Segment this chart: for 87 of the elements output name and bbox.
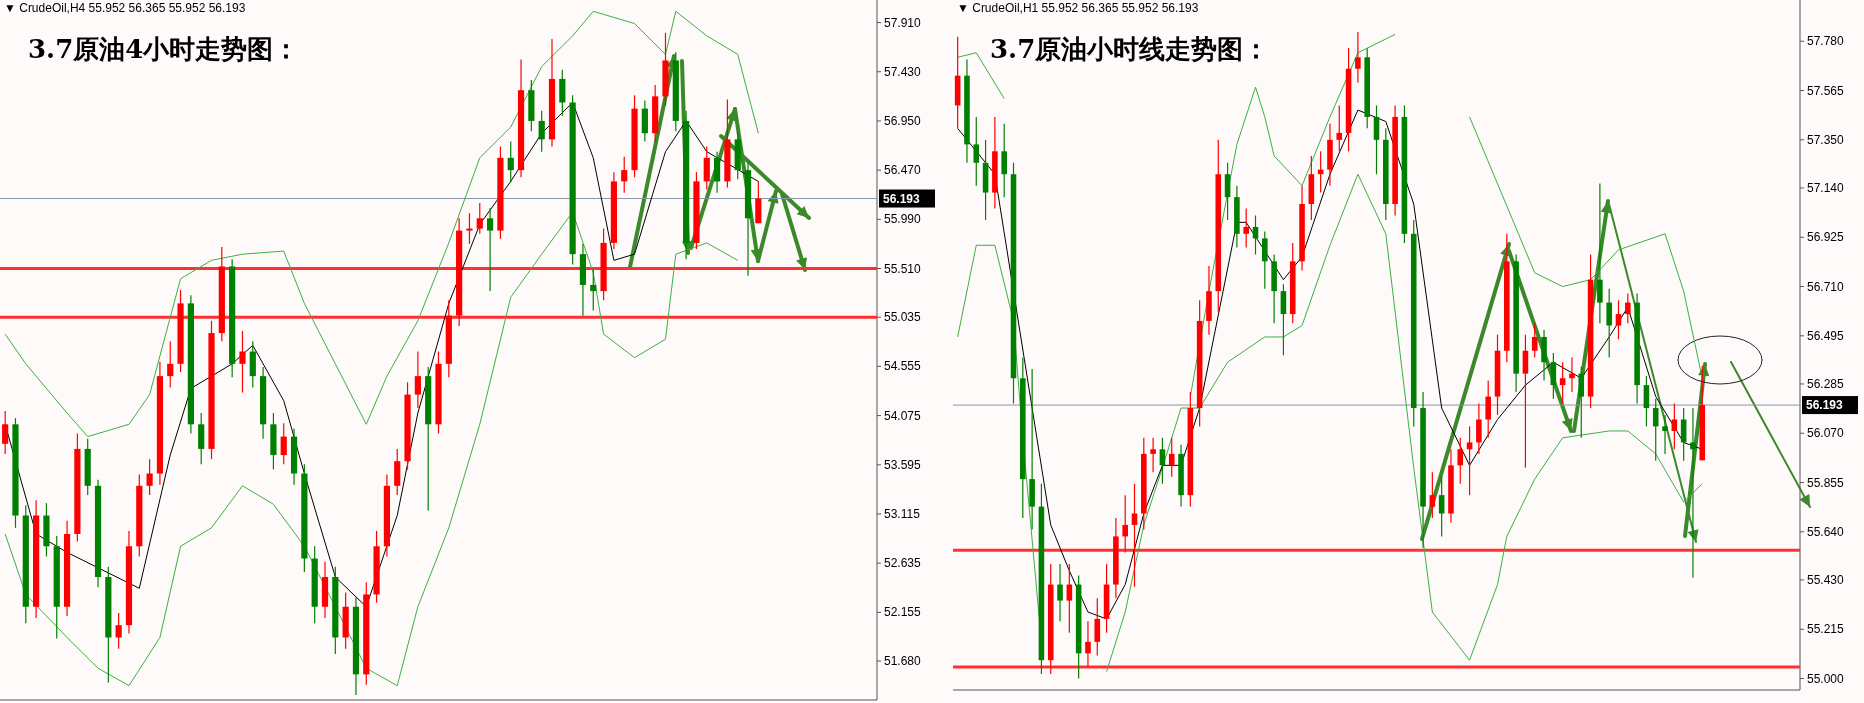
chart-subtitle: ▼ CrudeOil,H4 55.952 56.365 55.952 56.193 <box>4 1 246 15</box>
candlestick <box>1150 437 1156 473</box>
candlestick <box>1550 352 1557 400</box>
candlestick <box>1485 379 1491 439</box>
candlestick <box>1690 407 1696 579</box>
candlestick <box>1280 283 1287 356</box>
y-tick-label: 52.635 <box>884 556 922 571</box>
y-tick-label: 57.140 <box>1807 180 1845 195</box>
candlestick <box>1662 414 1668 455</box>
y-tick-label: 53.115 <box>884 506 921 521</box>
candlestick <box>1578 366 1585 439</box>
y-tick-label: 55.640 <box>1807 524 1845 539</box>
candlestick <box>1085 620 1091 668</box>
y-tick-label: 56.925 <box>1807 230 1845 245</box>
candlestick <box>1243 208 1249 249</box>
y-tick-label: 55.510 <box>884 261 922 276</box>
chart-subtitle: ▼ CrudeOil,H1 55.952 56.365 55.952 56.193 <box>957 1 1199 15</box>
candlestick <box>1597 182 1603 324</box>
candlestick <box>115 612 122 650</box>
candlestick <box>1373 104 1380 175</box>
y-tick-label: 55.855 <box>1807 475 1845 490</box>
candlestick <box>1094 597 1101 657</box>
candlestick <box>1168 437 1175 478</box>
candlestick <box>476 202 483 235</box>
candlestick <box>146 458 153 496</box>
candlestick <box>1262 230 1268 290</box>
y-tick-label: 57.780 <box>1807 34 1845 49</box>
y-tick-label: 57.350 <box>1807 132 1845 147</box>
candlestick <box>2 410 9 455</box>
line-series <box>1106 173 1703 673</box>
candlestick <box>1559 361 1566 405</box>
candlestick <box>1569 357 1575 393</box>
candlestick <box>1057 563 1063 622</box>
candlestick <box>1001 123 1007 198</box>
ref-line-label: 56.193 <box>883 191 921 206</box>
y-tick-label: 56.470 <box>884 163 922 178</box>
candlestick <box>1643 375 1650 427</box>
candlestick <box>973 116 980 187</box>
candlestick <box>507 140 514 184</box>
y-tick-label: 56.710 <box>1807 279 1845 294</box>
candlestick <box>1336 104 1343 152</box>
candlestick <box>1522 334 1529 469</box>
y-tick-label: 57.565 <box>1807 83 1845 98</box>
candlestick <box>1625 292 1631 324</box>
y-tick-label: 56.285 <box>1807 376 1845 391</box>
y-tick-label: 54.075 <box>884 408 922 423</box>
candlestick <box>486 207 494 292</box>
y-tick-label: 55.430 <box>1807 572 1845 587</box>
y-tick-label: 53.595 <box>884 457 922 472</box>
y-tick-label: 57.430 <box>884 64 922 79</box>
candlestick <box>1131 483 1138 588</box>
y-tick-label: 55.990 <box>884 212 922 227</box>
candlestick <box>538 110 545 153</box>
y-tick-label: 56.070 <box>1807 426 1845 441</box>
candlestick <box>1355 31 1361 84</box>
candlestick <box>713 151 721 194</box>
candlestick <box>1122 494 1128 554</box>
text: 3.7原油小时线走势图： <box>990 34 1270 64</box>
candlestick <box>590 268 597 312</box>
candlestick <box>1531 322 1538 359</box>
candlestick <box>1429 471 1436 519</box>
candlestick <box>1652 398 1659 462</box>
y-tick-label: 55.035 <box>884 310 922 325</box>
candlestick <box>1615 299 1622 340</box>
candlestick <box>1457 437 1464 485</box>
candlestick <box>414 350 421 409</box>
candlestick <box>1466 425 1473 496</box>
candlestick <box>1606 288 1612 359</box>
candlestick <box>1476 402 1482 455</box>
candlestick <box>239 330 246 394</box>
candlestick <box>559 69 566 117</box>
y-tick-label: 54.555 <box>884 359 922 374</box>
candlestick <box>1224 162 1231 221</box>
candlestick <box>703 145 710 191</box>
y-tick-label: 51.680 <box>884 654 922 669</box>
candlestick <box>280 422 287 465</box>
y-tick-label: 55.000 <box>1807 671 1845 686</box>
ref-line-label: 56.193 <box>1806 398 1844 413</box>
candlestick <box>466 212 473 245</box>
y-tick-label: 52.155 <box>884 605 922 620</box>
candlestick <box>621 156 628 194</box>
text: 3.7原油4小时走势图： <box>28 34 300 64</box>
candlestick <box>167 340 174 389</box>
y-tick-label: 57.910 <box>884 15 922 30</box>
y-tick-label: 56.495 <box>1807 328 1845 343</box>
y-tick-label: 55.215 <box>1807 622 1845 637</box>
y-tick-label: 56.950 <box>884 113 922 128</box>
